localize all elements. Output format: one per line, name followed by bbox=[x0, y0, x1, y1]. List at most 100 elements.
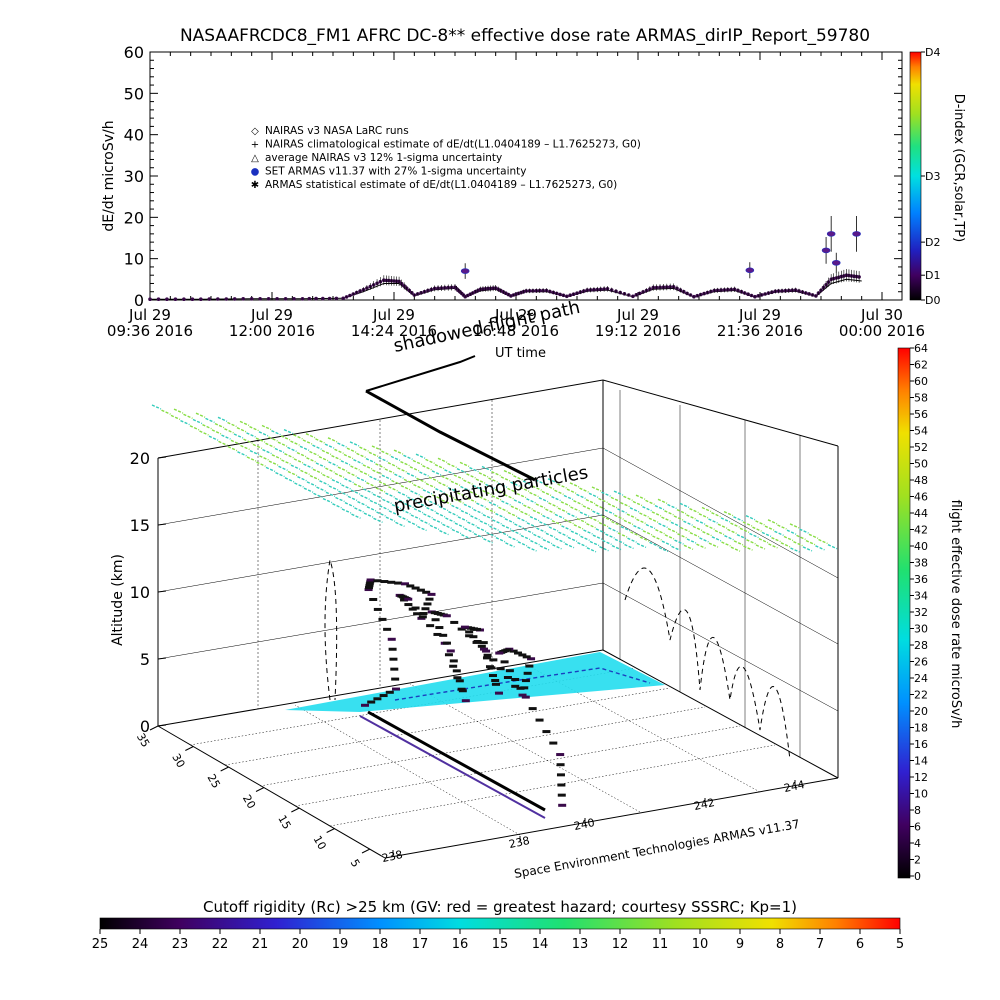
altitude-tick-label: 15 bbox=[130, 516, 150, 535]
shadow-grid-dash bbox=[554, 513, 565, 520]
shadow-grid-dash bbox=[570, 530, 581, 536]
shadow-grid-dash bbox=[353, 459, 363, 465]
flight-path-dash bbox=[369, 597, 378, 601]
shadow-grid-dash bbox=[265, 442, 275, 448]
shadow-grid-dash bbox=[385, 516, 396, 522]
shadow-grid-dash bbox=[332, 503, 342, 509]
shadow-grid-dash bbox=[714, 529, 725, 536]
x-tick-label-time: 09:36 2016 bbox=[107, 322, 193, 340]
shadow-grid-dash bbox=[265, 466, 276, 473]
shadow-grid-dash bbox=[608, 527, 618, 533]
legend-label: ARMAS statistical estimate of dE/dt(L1.0… bbox=[265, 179, 617, 191]
shadow-grid-dash bbox=[337, 466, 348, 472]
shadow-grid-dash bbox=[522, 480, 533, 486]
dose-tick-label: 50 bbox=[914, 458, 928, 471]
shadow-grid-dash bbox=[613, 490, 624, 496]
shadow-grid-dash bbox=[585, 498, 596, 505]
flight-path-dash bbox=[439, 633, 448, 637]
shadow-grid-dash bbox=[435, 512, 446, 518]
shadow-grid-dash bbox=[683, 544, 694, 550]
shadow-grid-dash bbox=[309, 474, 320, 481]
shadow-grid-dash bbox=[745, 515, 756, 521]
dose-tick-label: 26 bbox=[914, 656, 928, 669]
shadow-grid-dash bbox=[255, 437, 266, 443]
shadow-grid-dash bbox=[624, 543, 634, 550]
shadow-grid-dash bbox=[425, 458, 435, 465]
x-tick-label-date: Jul 29 bbox=[616, 306, 659, 324]
shadow-grid-dash bbox=[586, 547, 597, 553]
shadow-grid-dash bbox=[416, 501, 427, 508]
altitude-tick-label: 0 bbox=[140, 717, 150, 736]
dose-tick-label: 40 bbox=[914, 540, 928, 553]
flight-path-dash bbox=[373, 607, 382, 611]
shadow-grid-dash bbox=[566, 488, 577, 494]
dose-tick-label: 24 bbox=[914, 672, 928, 685]
d-index-tick-label: D2 bbox=[925, 236, 940, 249]
shadow-grid-dash bbox=[328, 485, 339, 491]
shadow-grid-dash bbox=[387, 462, 398, 468]
flight-path-dash bbox=[483, 653, 492, 657]
shadow-grid-dash bbox=[542, 538, 553, 545]
shadow-grid-dash bbox=[708, 542, 719, 548]
shadow-grid-dash bbox=[629, 507, 640, 513]
shadow-grid-dash bbox=[623, 519, 634, 526]
rigidity-tick-label: 11 bbox=[652, 937, 669, 952]
shadow-grid-dash bbox=[533, 533, 543, 540]
legend-symbol: ◇ bbox=[251, 126, 259, 137]
flight-path-dash bbox=[390, 667, 399, 671]
shadow-grid-dash bbox=[376, 511, 386, 517]
shadow-grid-dash bbox=[579, 487, 589, 493]
shadow-grid-dash bbox=[554, 489, 564, 495]
depth-tick-label: 25 bbox=[205, 772, 223, 791]
dose-tick-label: 60 bbox=[914, 375, 928, 388]
shadow-grid-dash bbox=[651, 511, 662, 517]
shadow-grid-dash bbox=[510, 505, 521, 511]
shadow-grid-dash bbox=[676, 509, 687, 515]
shadow-grid-dash bbox=[422, 465, 432, 471]
rigidity-tick-label: 8 bbox=[776, 937, 784, 952]
shadow-grid-dash bbox=[583, 529, 593, 535]
flight-path-dash bbox=[556, 773, 565, 777]
flight-path-dash bbox=[431, 618, 440, 622]
shadow-grid-dash bbox=[303, 487, 314, 493]
ut-time-path bbox=[365, 355, 476, 392]
shadow-grid-dash bbox=[369, 499, 380, 506]
shadow-grid-dash bbox=[529, 515, 540, 522]
shadow-grid-dash bbox=[692, 525, 703, 532]
shadow-grid-dash bbox=[492, 519, 502, 525]
shadow-grid-dash bbox=[664, 534, 675, 540]
depth-tick-label: 30 bbox=[169, 751, 187, 770]
flight-path-dash bbox=[511, 677, 520, 681]
shadow-grid-dash bbox=[466, 497, 477, 503]
shadow-grid-dash bbox=[617, 508, 627, 514]
shadow-grid-dash bbox=[296, 451, 307, 458]
shadow-grid-dash bbox=[523, 528, 534, 534]
shadow-grid-dash bbox=[513, 499, 524, 505]
altitude-tick-mark bbox=[157, 590, 167, 593]
shadow-grid-dash bbox=[569, 482, 580, 488]
shadow-grid-dash bbox=[233, 433, 244, 439]
shadow-grid-dash bbox=[400, 460, 410, 467]
depth-tick-mark bbox=[149, 725, 159, 731]
shadow-grid-dash bbox=[397, 467, 407, 473]
altitude-tick-mark bbox=[157, 523, 167, 526]
shadow-grid-dash bbox=[620, 501, 630, 508]
shadow-grid-dash bbox=[513, 475, 523, 481]
depth-tick-label: 10 bbox=[311, 833, 329, 852]
shadow-grid-dash bbox=[375, 487, 386, 493]
shadow-grid-dash bbox=[639, 536, 650, 542]
timeseries-y-label: dE/dt microSv/h bbox=[101, 120, 117, 231]
shadow-grid-dash bbox=[413, 483, 423, 490]
shadow-grid-dash bbox=[316, 486, 326, 492]
shadow-grid-dash bbox=[774, 530, 784, 536]
shadow-grid-dash bbox=[312, 468, 323, 474]
shadow-grid-dash bbox=[463, 503, 474, 509]
flight-path-dash bbox=[365, 582, 374, 586]
shadow-grid-dash bbox=[293, 458, 304, 464]
dose-tick-label: 30 bbox=[914, 623, 928, 636]
shadow-grid-dash bbox=[394, 473, 404, 479]
flight-altitude-point bbox=[460, 625, 469, 629]
shadow-grid-dash bbox=[344, 502, 355, 508]
shadow-grid-dash bbox=[398, 515, 408, 521]
